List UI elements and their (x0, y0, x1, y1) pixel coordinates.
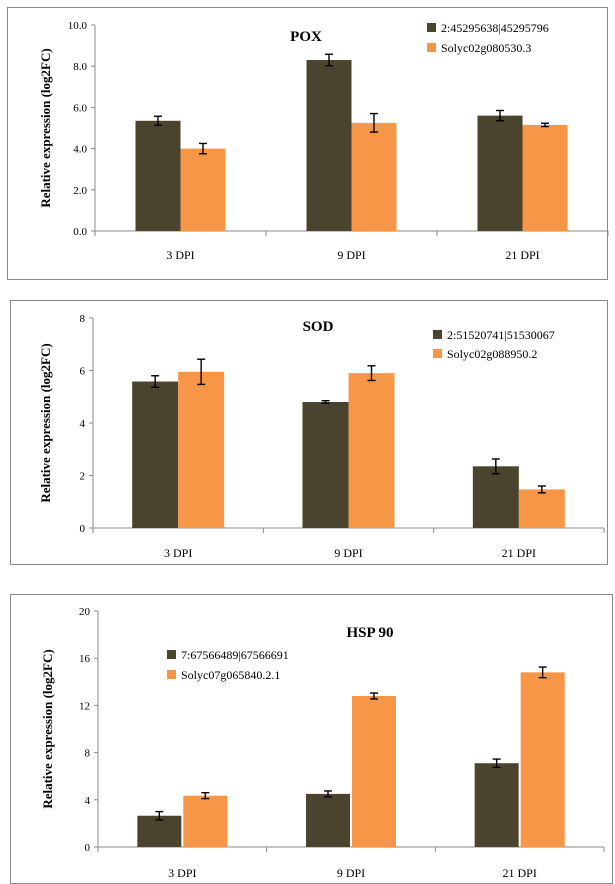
y-tick-label: 2 (80, 471, 86, 483)
legend-swatch (433, 330, 442, 339)
bar-1 (306, 60, 352, 231)
bar-1 (135, 120, 181, 231)
x-category-label: 3 DPI (164, 546, 192, 560)
y-tick-label: 16 (79, 653, 91, 665)
bar-2 (178, 371, 225, 528)
bar-2 (351, 122, 397, 231)
x-category-label: 9 DPI (337, 248, 365, 262)
legend-label: Solyc02g080530.3 (441, 41, 531, 55)
bar-2 (348, 373, 395, 528)
chart-frame (7, 7, 608, 280)
y-tick-label: 4 (85, 795, 91, 807)
chart-frame (10, 300, 608, 565)
bar-1 (477, 115, 523, 231)
bar-1 (302, 402, 349, 528)
y-tick-label: 8.0 (73, 61, 87, 73)
y-axis-label: Relative expression (log2FC) (38, 343, 53, 502)
y-tick-label: 8 (80, 313, 86, 325)
y-tick-label: 12 (79, 700, 90, 712)
y-tick-label: 0.0 (73, 226, 87, 238)
y-tick-label: 10.0 (68, 20, 88, 32)
y-tick-label: 6.0 (73, 102, 87, 114)
chart-title: HSP 90 (346, 625, 393, 641)
y-tick-label: 8 (85, 748, 91, 760)
legend-swatch (427, 23, 436, 32)
y-tick-label: 0 (85, 842, 91, 854)
legend-label: Solyc02g088950.2 (447, 347, 537, 361)
y-axis-label: Relative expression (log2FC) (40, 649, 55, 808)
legend-swatch (167, 650, 176, 659)
chart-2: 0 2 4 6 8 3 DPI 9 DPI 21 DPI SOD Relative express… (10, 300, 608, 565)
x-category-label: 3 DPI (168, 866, 196, 880)
x-category-label: 3 DPI (166, 248, 194, 262)
legend-swatch (433, 349, 442, 358)
x-category-label: 21 DPI (505, 248, 539, 262)
legend-swatch (427, 43, 436, 52)
chart-title: SOD (303, 319, 334, 335)
bar-1 (132, 381, 179, 528)
legend-label: 2:51520741|51530067 (447, 328, 555, 342)
bar-2 (518, 489, 565, 528)
legend-label: 7:67566489|67566691 (181, 648, 289, 662)
y-tick-label: 0 (80, 523, 86, 535)
legend-label: 2:45295638|45295796 (441, 21, 549, 35)
x-category-label: 21 DPI (502, 546, 536, 560)
y-tick-label: 20 (79, 606, 91, 618)
chart-1: 0.0 2.0 4.0 6.0 8.0 10.0 3 DPI 9 DPI 21 DPI POX Re… (7, 7, 609, 280)
x-category-label: 9 DPI (337, 866, 365, 880)
bar-2 (183, 795, 228, 847)
bar-2 (522, 124, 568, 231)
bar-1 (306, 793, 350, 847)
legend-label: Solyc07g065840.2.1 (181, 668, 280, 682)
bar-1 (474, 763, 519, 847)
bar-2 (352, 695, 396, 847)
y-axis-label: Relative expression (log2FC) (38, 48, 53, 207)
bar-1 (472, 466, 519, 528)
bar-2 (520, 672, 565, 847)
legend-swatch (167, 670, 176, 679)
bar-1 (137, 815, 182, 847)
y-tick-label: 4.0 (73, 144, 87, 156)
chart-title: POX (290, 29, 322, 45)
y-tick-label: 2.0 (73, 185, 87, 197)
x-category-label: 9 DPI (334, 546, 362, 560)
bar-2 (180, 148, 226, 231)
x-category-label: 21 DPI (502, 866, 536, 880)
chart-3: 0 4 8 12 16 20 3 DPI 9 DPI 21 DPI HSP 90 Relative … (10, 594, 613, 884)
y-tick-label: 6 (80, 366, 86, 378)
y-tick-label: 4 (80, 418, 86, 430)
